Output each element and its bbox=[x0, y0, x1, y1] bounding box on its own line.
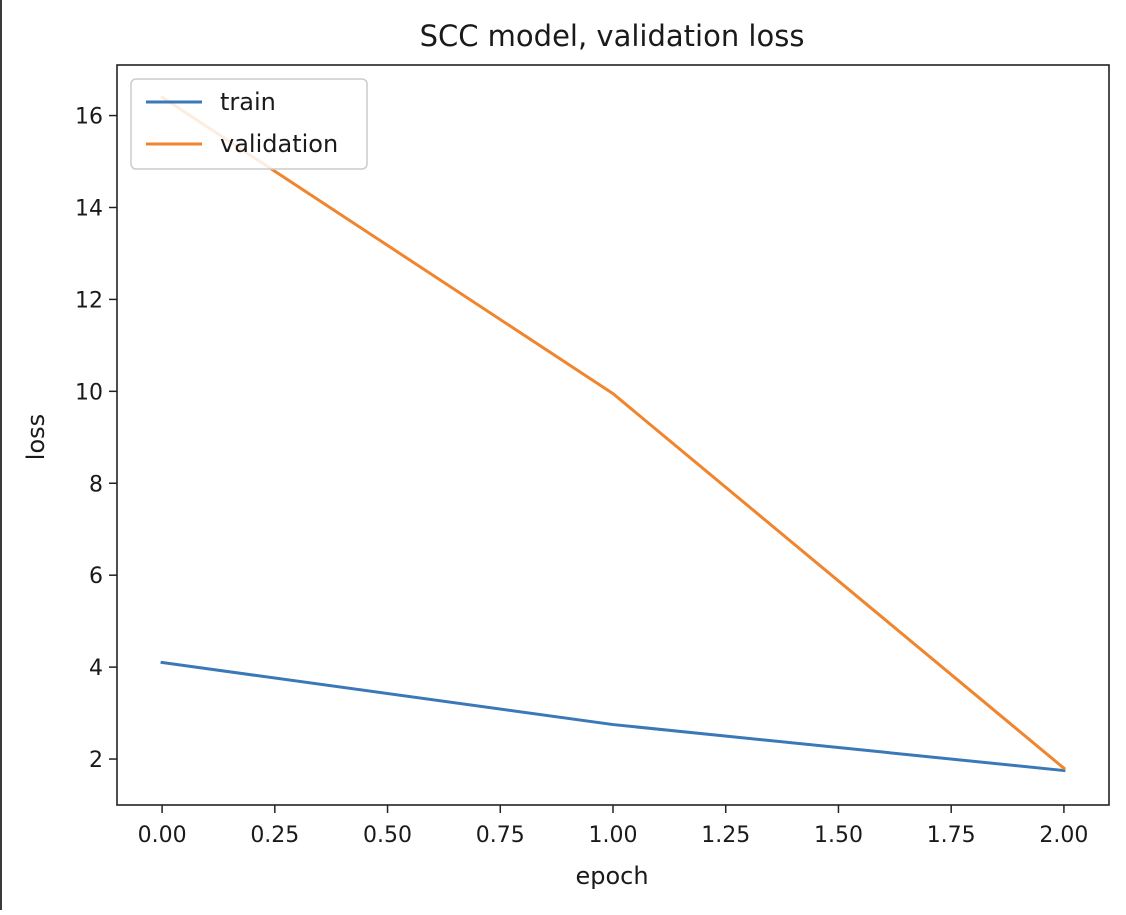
x-tick-label: 0.75 bbox=[476, 823, 525, 848]
legend-label-validation: validation bbox=[220, 130, 338, 158]
y-axis-label: loss bbox=[22, 414, 50, 460]
y-tick-label: 8 bbox=[89, 472, 103, 497]
chart-title: SCC model, validation loss bbox=[420, 19, 805, 53]
x-tick-label: 1.00 bbox=[589, 823, 638, 848]
series-lines bbox=[160, 95, 1067, 773]
y-tick-label: 14 bbox=[75, 196, 103, 221]
legend-label-train: train bbox=[220, 88, 276, 116]
y-tick-label: 6 bbox=[89, 564, 103, 589]
y-tick-label: 4 bbox=[89, 656, 103, 681]
series-line-validation bbox=[160, 95, 1067, 771]
x-axis-label: epoch bbox=[575, 862, 648, 890]
plot-area bbox=[116, 64, 1110, 806]
x-tick-label: 0.50 bbox=[363, 823, 412, 848]
legend: train validation bbox=[130, 78, 368, 170]
y-tick-label: 10 bbox=[75, 380, 103, 405]
x-tick-label: 1.25 bbox=[701, 823, 750, 848]
series-line-train bbox=[160, 660, 1066, 773]
window-edge bbox=[0, 0, 2, 910]
y-tick-label: 12 bbox=[75, 288, 103, 313]
x-tick-label: 1.75 bbox=[927, 823, 976, 848]
x-tick-label: 1.50 bbox=[814, 823, 863, 848]
axis-ticks: 0.00 0.25 0.50 0.75 1.00 1.25 1.50 1.75 2.00 2 4 6 8… bbox=[75, 105, 1088, 848]
x-tick-label: 2.00 bbox=[1039, 823, 1088, 848]
y-tick-label: 2 bbox=[89, 748, 103, 773]
x-tick-label: 0.00 bbox=[138, 823, 187, 848]
x-tick-label: 0.25 bbox=[250, 823, 299, 848]
y-tick-label: 16 bbox=[75, 105, 103, 130]
